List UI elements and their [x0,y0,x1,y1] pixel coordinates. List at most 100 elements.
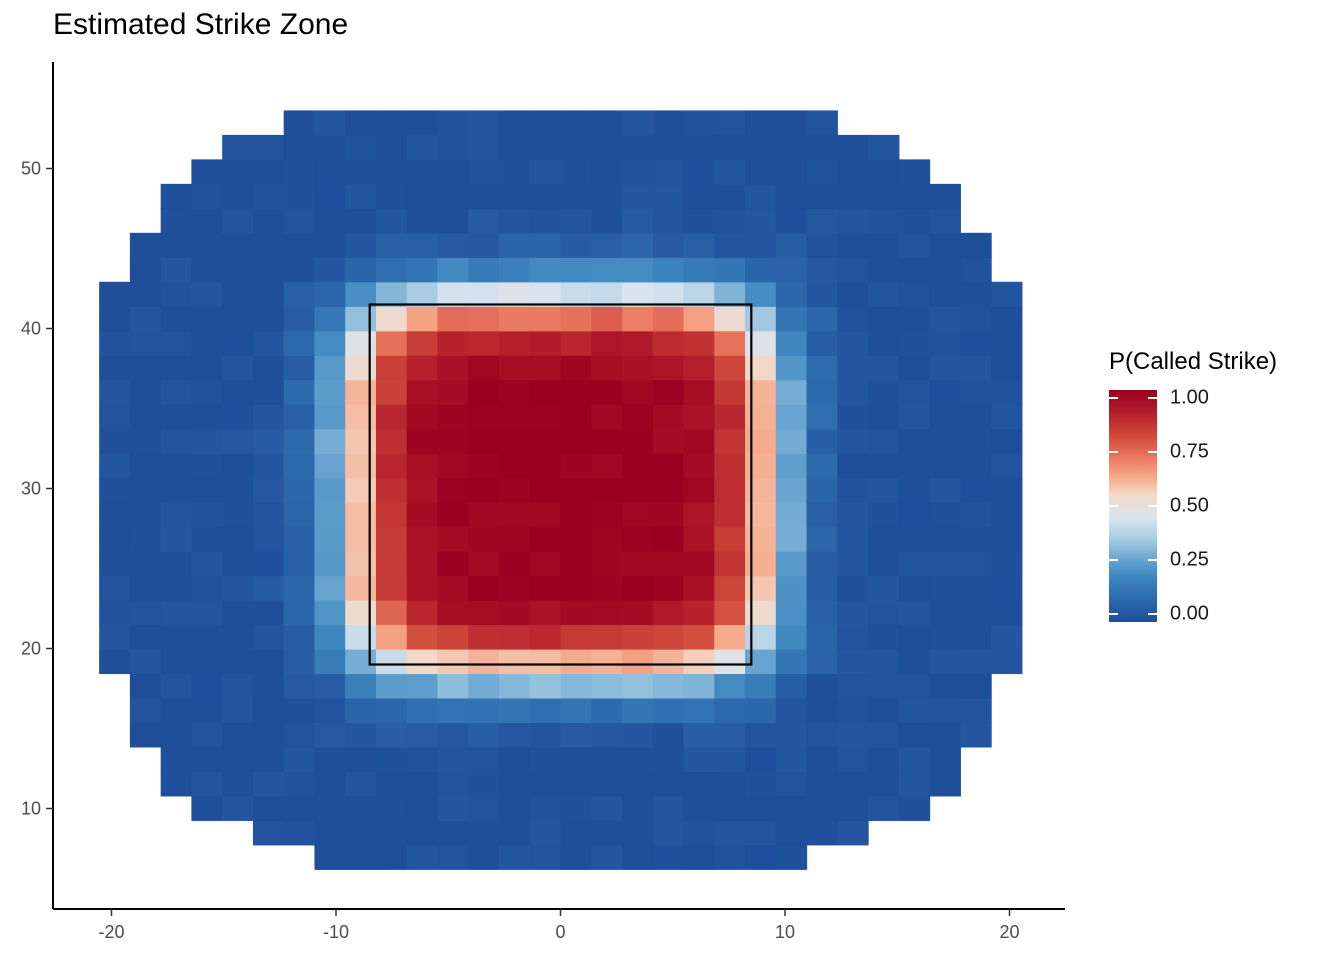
heatmap-tile [160,697,193,724]
heatmap-tile [622,502,654,528]
heatmap-tile [468,232,500,258]
heatmap-tile [222,453,254,479]
heatmap-tile [591,648,623,675]
heatmap-tile [498,183,531,209]
heatmap-tile [560,110,592,136]
heatmap-tile [252,722,285,748]
heatmap-tile [99,379,131,405]
heatmap-tile [129,624,162,650]
heatmap-tile [191,624,223,650]
heatmap-tile [283,379,316,405]
heatmap-tile [837,624,869,650]
heatmap-tile [652,600,685,626]
heatmap-tile [222,404,254,430]
heatmap-tile [222,795,254,821]
heatmap-tile [652,746,685,772]
heatmap-tile [160,624,193,650]
heatmap-tile [929,208,961,234]
heatmap-tile [252,477,285,503]
heatmap-tile [314,159,346,185]
heatmap-tile [314,404,346,430]
heatmap-tile [868,771,900,797]
heatmap-tile [837,330,869,356]
heatmap-tile [745,526,777,552]
heatmap-tile [775,746,808,772]
heatmap-tile [868,183,900,209]
heatmap-tile [929,379,961,405]
heatmap-tile [406,697,439,724]
heatmap-tile [652,795,685,821]
heatmap-tile [314,844,346,870]
heatmap-tile [806,624,838,650]
heatmap-tile [222,281,254,307]
heatmap-tile [775,844,808,870]
heatmap-tile [529,453,562,479]
heatmap-tile [806,159,838,185]
heatmap-tile [406,746,439,772]
heatmap-tile [375,771,408,797]
heatmap-tile [160,600,193,626]
heatmap-tile [252,600,285,626]
heatmap-tile [314,110,346,136]
heatmap-tile [437,648,469,675]
heatmap-tile [622,453,654,479]
heatmap-tile [775,526,808,552]
heatmap-tile [468,208,500,234]
heatmap-tile [806,355,838,381]
y-axis-ticks: 10 20 30 40 50 [21,159,53,819]
heatmap-tile [191,575,223,601]
heatmap-tile [960,673,992,699]
heatmap-tile [375,330,408,356]
heatmap-tile [714,110,746,136]
heatmap-tile [560,746,592,772]
heatmap-tile [991,575,1023,601]
heatmap-tile [314,551,346,577]
heatmap-tile [468,110,500,136]
heatmap-tile [468,306,500,332]
heatmap-tile [437,379,469,405]
heatmap-tile [191,453,223,479]
heatmap-tile [99,281,131,307]
heatmap-tile [314,257,346,283]
heatmap-tile [652,330,685,356]
heatmap-tile [252,428,285,454]
heatmap-tile [714,673,746,699]
heatmap-tile [437,624,469,650]
heatmap-tile [498,306,531,332]
heatmap-tile [898,330,931,356]
strike-zone-box [368,303,753,666]
heatmap-tile [622,428,654,454]
heatmap-tile [806,551,838,577]
heatmap-tile [622,208,654,234]
heatmap-tile [99,551,131,577]
heatmap-tile [283,648,316,675]
heatmap-tile [837,404,869,430]
heatmap-tile [406,771,439,797]
heatmap-tile [468,159,500,185]
heatmap-tile [129,477,162,503]
heatmap-tile [252,355,285,381]
heatmap-tile [929,722,961,748]
heatmap-tile [345,844,377,870]
heatmap-tile [898,404,931,430]
heatmap-tile [222,159,254,185]
heatmap-tile [375,453,408,479]
heatmap-tile [437,502,469,528]
heatmap-tile [283,771,316,797]
heatmap-tile [898,600,931,626]
heatmap-tile [191,551,223,577]
heatmap-tile [745,477,777,503]
heatmap-tile [929,673,961,699]
heatmap-tile [406,551,439,577]
heatmap-tile [591,110,623,136]
heatmap-tile [898,208,931,234]
heatmap-tile [775,575,808,601]
heatmap-tile [129,526,162,552]
heatmap-tile [345,428,377,454]
heatmap-tile [468,477,500,503]
heatmap-tile [683,134,715,160]
heatmap-tile [652,355,685,381]
heatmap-tile [622,648,654,675]
heatmap-tile [529,795,562,821]
